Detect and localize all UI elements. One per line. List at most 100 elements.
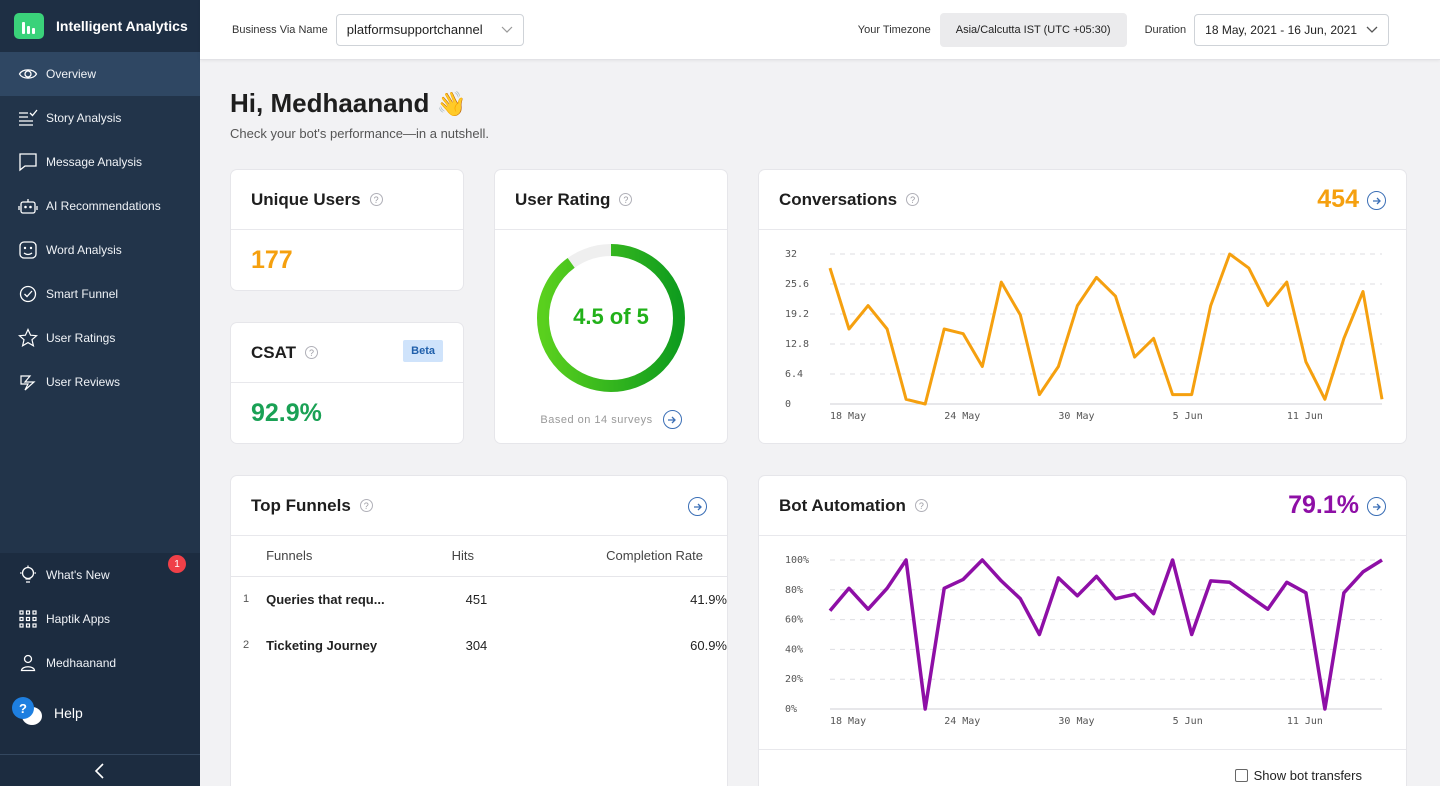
data-point[interactable] (922, 401, 928, 407)
data-point[interactable] (941, 326, 947, 332)
sidebar-item-ai-recommendations[interactable]: AI Recommendations (0, 184, 200, 228)
data-point[interactable] (1113, 293, 1119, 299)
arrow-right-icon (1372, 503, 1381, 510)
business-select[interactable]: platformsupportchannel (335, 13, 524, 46)
data-point[interactable] (1360, 569, 1366, 575)
sidebar-bottom: What's New 1 Haptik Apps Medhaanand ? He… (0, 553, 200, 786)
data-point[interactable] (1074, 593, 1080, 599)
sidebar-item-story-analysis[interactable]: Story Analysis (0, 96, 200, 140)
data-point[interactable] (1379, 557, 1385, 563)
data-point[interactable] (941, 585, 947, 591)
data-point[interactable] (979, 557, 985, 563)
show-bot-transfers-checkbox[interactable] (1234, 769, 1248, 782)
sidebar-item-label: User Reviews (46, 375, 121, 389)
sidebar-item-message-analysis[interactable]: Message Analysis (0, 140, 200, 184)
data-point[interactable] (1132, 591, 1138, 597)
data-point[interactable] (846, 326, 852, 332)
y-tick-label: 80% (785, 585, 803, 596)
brand[interactable]: Intelligent Analytics (0, 0, 200, 52)
data-point[interactable] (1227, 251, 1233, 257)
arrow-right-icon (693, 503, 702, 510)
data-point[interactable] (1093, 573, 1099, 579)
eye-icon (18, 69, 38, 79)
data-point[interactable] (827, 608, 833, 614)
data-point[interactable] (1227, 579, 1233, 585)
data-point[interactable] (1017, 312, 1023, 318)
help-tooltip-icon[interactable]: ? (906, 193, 920, 206)
data-point[interactable] (1036, 392, 1042, 398)
sidebar-item-overview[interactable]: Overview (0, 52, 200, 96)
data-point[interactable] (827, 265, 833, 271)
data-point[interactable] (865, 606, 871, 612)
data-point[interactable] (1322, 706, 1328, 712)
help-tooltip-icon[interactable]: ? (305, 346, 319, 359)
data-point[interactable] (1208, 303, 1214, 309)
sidebar: Intelligent Analytics Overview Story Ana… (0, 0, 200, 786)
data-point[interactable] (1189, 632, 1195, 638)
data-point[interactable] (1246, 265, 1252, 271)
unique-users-card: Unique Users ? 177 (231, 170, 463, 290)
data-point[interactable] (1036, 632, 1042, 638)
data-point[interactable] (1322, 396, 1328, 402)
chevron-left-icon (94, 762, 104, 779)
data-point[interactable] (1303, 359, 1309, 365)
duration-picker[interactable]: 18 May, 2021 - 16 Jun, 2021 (1194, 13, 1390, 46)
show-bot-transfers-toggle[interactable]: Show bot transfers (1234, 768, 1362, 783)
data-point[interactable] (846, 585, 852, 591)
view-automation-button[interactable] (1367, 497, 1386, 516)
table-header-row: Funnels Hits Completion Rate (231, 536, 727, 577)
data-point[interactable] (1170, 557, 1176, 563)
data-point[interactable] (903, 557, 909, 563)
view-conversations-button[interactable] (1367, 191, 1386, 210)
data-point[interactable] (1284, 279, 1290, 285)
view-ratings-button[interactable] (662, 410, 682, 429)
table-row[interactable]: 1 Queries that requ... 451 41.9% (231, 576, 727, 622)
data-point[interactable] (1151, 611, 1157, 617)
data-point[interactable] (1208, 578, 1214, 584)
data-point[interactable] (960, 331, 966, 337)
sidebar-item-whats-new[interactable]: What's New 1 (0, 553, 200, 597)
data-point[interactable] (1341, 335, 1347, 341)
view-funnels-button[interactable] (688, 497, 707, 516)
data-point[interactable] (1151, 335, 1157, 341)
data-point[interactable] (922, 706, 928, 712)
data-point[interactable] (998, 279, 1004, 285)
sidebar-item-user-ratings[interactable]: User Ratings (0, 316, 200, 360)
data-point[interactable] (960, 576, 966, 582)
data-point[interactable] (1170, 392, 1176, 398)
help-tooltip-icon[interactable]: ? (619, 193, 633, 206)
sidebar-item-word-analysis[interactable]: Word Analysis (0, 228, 200, 272)
help-tooltip-icon[interactable]: ? (359, 499, 373, 512)
data-point[interactable] (1055, 364, 1061, 370)
data-point[interactable] (1093, 274, 1099, 280)
data-point[interactable] (1189, 392, 1195, 398)
data-point[interactable] (1132, 354, 1138, 360)
data-point[interactable] (1017, 596, 1023, 602)
table-row[interactable]: 2 Ticketing Journey 304 60.9% (231, 622, 727, 668)
sidebar-item-haptik-apps[interactable]: Haptik Apps (0, 597, 200, 641)
data-point[interactable] (1055, 575, 1061, 581)
data-point[interactable] (1265, 303, 1271, 309)
help-tooltip-icon[interactable]: ? (369, 193, 383, 206)
data-point[interactable] (1303, 590, 1309, 596)
sidebar-item-smart-funnel[interactable]: Smart Funnel (0, 272, 200, 316)
data-point[interactable] (998, 578, 1004, 584)
sidebar-item-user-reviews[interactable]: User Reviews (0, 360, 200, 404)
data-point[interactable] (865, 303, 871, 309)
data-point[interactable] (979, 364, 985, 370)
sidebar-item-user[interactable]: Medhaanand (0, 641, 200, 685)
data-point[interactable] (1246, 593, 1252, 599)
help-button[interactable]: ? Help (0, 685, 200, 741)
data-point[interactable] (1360, 289, 1366, 295)
data-point[interactable] (1379, 396, 1385, 402)
data-point[interactable] (1341, 590, 1347, 596)
help-tooltip-icon[interactable]: ? (914, 499, 928, 512)
data-point[interactable] (884, 585, 890, 591)
data-point[interactable] (903, 396, 909, 402)
data-point[interactable] (1284, 579, 1290, 585)
collapse-sidebar-button[interactable] (0, 754, 200, 786)
data-point[interactable] (1265, 606, 1271, 612)
data-point[interactable] (1074, 303, 1080, 309)
data-point[interactable] (884, 326, 890, 332)
data-point[interactable] (1113, 596, 1119, 602)
